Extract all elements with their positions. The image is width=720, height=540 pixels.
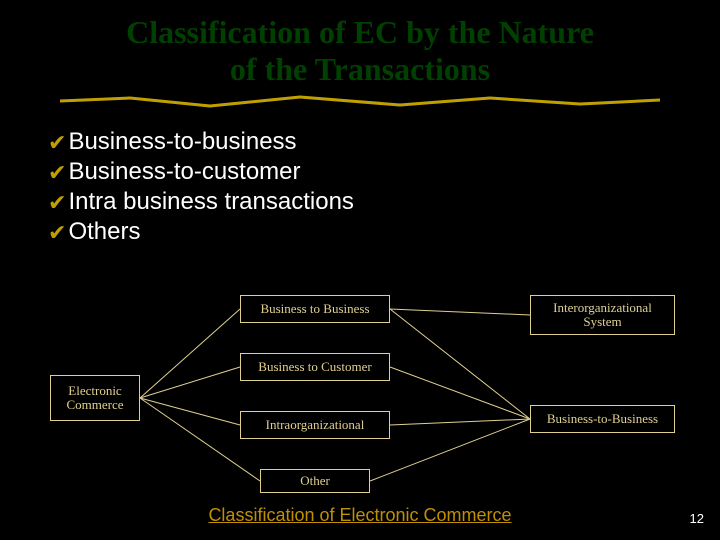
bullet-text: Business-to-customer bbox=[68, 158, 300, 186]
bullet-marker-icon: ✔ bbox=[48, 160, 66, 186]
diagram-node-b2b: Business to Business bbox=[240, 295, 390, 323]
diagram-node-intra: Intraorganizational bbox=[240, 411, 390, 439]
title-underline bbox=[60, 92, 660, 110]
bullet-item: ✔Intra business transactions bbox=[48, 188, 720, 216]
bullet-text: Others bbox=[68, 218, 140, 246]
diagram-node-ios: InterorganizationalSystem bbox=[530, 295, 675, 335]
diagram-node-b2c: Business to Customer bbox=[240, 353, 390, 381]
bullet-marker-icon: ✔ bbox=[48, 220, 66, 246]
bullet-item: ✔Business-to-business bbox=[48, 128, 720, 156]
title-line-1: Classification of EC by the Nature bbox=[126, 14, 594, 50]
bullet-text: Intra business transactions bbox=[68, 188, 353, 216]
diagram-node-other: Other bbox=[260, 469, 370, 493]
page-number: 12 bbox=[690, 511, 704, 526]
bullet-item: ✔Business-to-customer bbox=[48, 158, 720, 186]
diagram-node-root: ElectronicCommerce bbox=[50, 375, 140, 421]
bullet-text: Business-to-business bbox=[68, 128, 296, 156]
classification-diagram: ElectronicCommerce Business to Business Bu… bbox=[40, 295, 680, 505]
bullet-marker-icon: ✔ bbox=[48, 130, 66, 156]
slide-title: Classification of EC by the Nature of th… bbox=[0, 0, 720, 92]
diagram-caption: Classification of Electronic Commerce bbox=[0, 505, 720, 526]
bullet-marker-icon: ✔ bbox=[48, 190, 66, 216]
bullet-list: ✔Business-to-business✔Business-to-custom… bbox=[48, 128, 720, 246]
title-line-2: of the Transactions bbox=[230, 51, 490, 87]
bullet-item: ✔Others bbox=[48, 218, 720, 246]
diagram-node-b2b2: Business-to-Business bbox=[530, 405, 675, 433]
